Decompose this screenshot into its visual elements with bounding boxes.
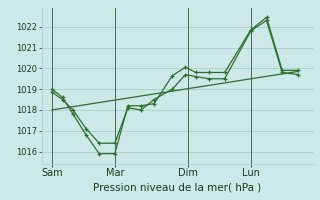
X-axis label: Pression niveau de la mer( hPa ): Pression niveau de la mer( hPa ) <box>93 182 262 192</box>
